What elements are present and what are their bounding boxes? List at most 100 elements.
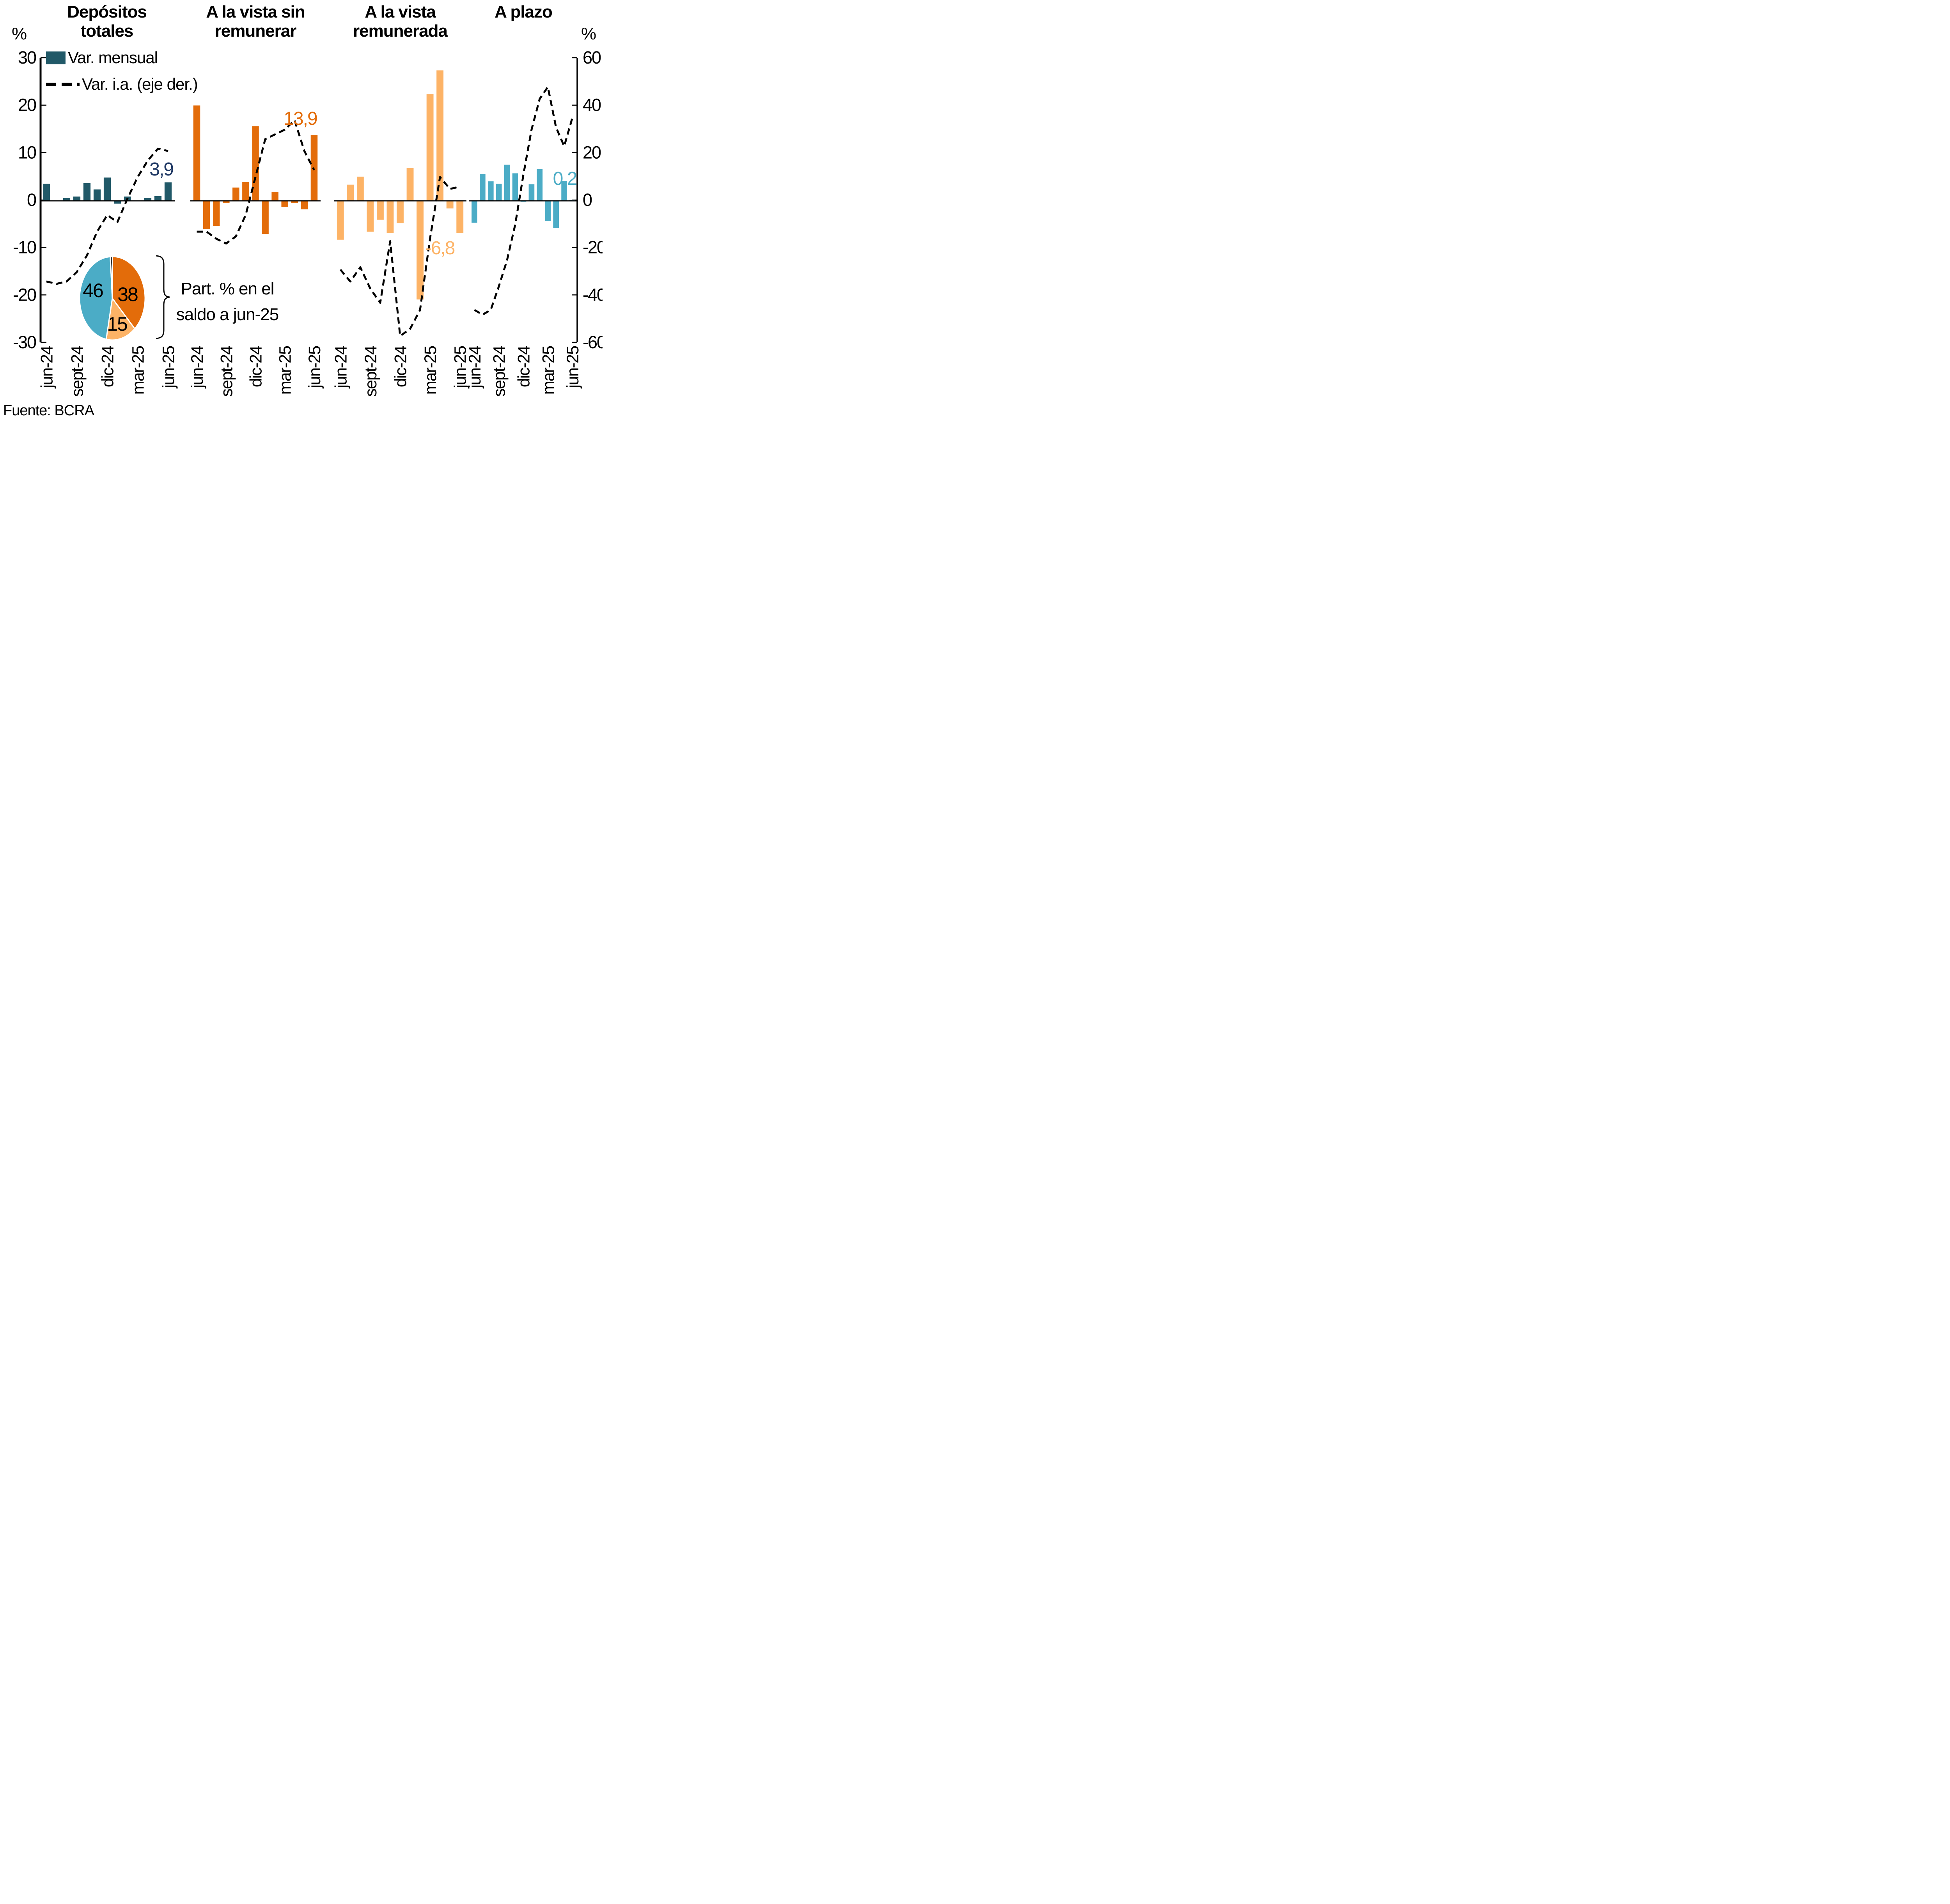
last-value-annotation: -6,8	[425, 238, 455, 259]
bar	[242, 182, 249, 201]
panel-3: jun-24 sept-24 dic-24 mar-25 jun-25 -6,8	[332, 70, 470, 397]
svg-text:dic-24: dic-24	[98, 346, 117, 387]
bar	[376, 201, 384, 220]
bar	[480, 174, 486, 201]
bar	[310, 135, 318, 201]
panel-title-depositos-totales: Depósitos totales	[67, 2, 147, 41]
bar	[164, 182, 172, 201]
legend-label-monthly: Var. mensual	[68, 48, 158, 67]
legend-row-monthly: Var. mensual	[46, 48, 198, 67]
svg-text:-20: -20	[583, 237, 603, 257]
svg-text:jun-24: jun-24	[332, 346, 350, 389]
legend-label-yoy: Var. i.a. (eje der.)	[82, 75, 198, 93]
svg-text:jun-25: jun-25	[564, 346, 582, 389]
svg-text:15: 15	[107, 313, 127, 335]
right-axis: 60 40 20 0 -20 -40 -60	[572, 48, 603, 352]
svg-text:40: 40	[583, 95, 601, 115]
svg-text:30: 30	[18, 48, 36, 67]
bar	[456, 201, 464, 233]
monthly-bars	[337, 70, 464, 300]
last-value-annotation: 3,9	[149, 159, 173, 180]
bar	[553, 201, 559, 228]
svg-text:mar-25: mar-25	[539, 346, 558, 395]
bar	[545, 201, 551, 221]
pie-slice	[79, 256, 113, 340]
svg-text:-10: -10	[13, 237, 36, 257]
svg-text:20: 20	[18, 95, 36, 115]
bar	[232, 187, 239, 201]
pie-slice	[105, 297, 136, 341]
bar	[154, 196, 162, 201]
bar	[417, 201, 424, 300]
last-value-annotation: 0,2	[553, 168, 577, 189]
panel-title-a-plazo: A plazo	[495, 2, 553, 21]
month-labels: jun-24 sept-24 dic-24 mar-25 jun-25	[37, 346, 178, 397]
month-labels: jun-24 sept-24 dic-24 mar-25 jun-25	[188, 346, 324, 397]
svg-text:38: 38	[117, 283, 138, 305]
chart-svg: 30 20 10 0 -10 -20 -30 60 40 20 0 -20 -40 -60 jun-24 se…	[13, 48, 603, 397]
svg-text:mar-25: mar-25	[421, 346, 440, 395]
panel-1: jun-24 sept-24 dic-24 mar-25 jun-25 3,9	[37, 147, 178, 397]
bar	[397, 201, 404, 223]
bar	[472, 201, 477, 223]
bar	[504, 165, 510, 201]
source-note: Fuente: BCRA	[3, 402, 94, 419]
bar	[561, 181, 567, 201]
bar	[203, 201, 210, 229]
svg-text:10: 10	[18, 142, 36, 162]
bar-series-swatch-icon	[46, 51, 66, 64]
svg-text:0: 0	[27, 190, 36, 210]
bar	[113, 201, 121, 204]
svg-text:jun-24: jun-24	[466, 346, 484, 389]
bar	[281, 201, 289, 207]
bar	[73, 197, 81, 201]
svg-text:0: 0	[583, 190, 592, 210]
yoy-dashed-line	[46, 147, 168, 285]
panel-title-vista-remunerada: A la vista remunerada	[353, 2, 448, 41]
pie-callout-text: Part. % en el saldo a jun-25	[176, 279, 279, 324]
svg-text:-30: -30	[13, 332, 36, 352]
svg-text:sept-24: sept-24	[68, 346, 87, 397]
monthly-bars	[43, 177, 172, 204]
bar	[213, 201, 220, 226]
monthly-bars	[193, 105, 318, 234]
pie-callout-brace	[156, 255, 170, 339]
svg-text:mar-25: mar-25	[129, 346, 147, 395]
panel-title-vista-sin-remunerar: A la vista sin remunerar	[206, 2, 305, 41]
deposits-chart: 30 20 10 0 -10 -20 -30 60 40 20 0 -20 -40 -60 jun-24 se…	[0, 0, 603, 425]
bar	[512, 173, 518, 201]
last-value-annotation: 13,9	[284, 108, 317, 129]
svg-text:-20: -20	[13, 285, 36, 305]
bar	[271, 191, 278, 201]
svg-text:jun-25: jun-25	[451, 346, 470, 389]
bar	[488, 181, 494, 201]
svg-text:sept-24: sept-24	[362, 346, 380, 397]
left-axis-unit: %	[12, 24, 27, 43]
bar	[367, 201, 374, 232]
bar	[356, 176, 364, 201]
svg-text:dic-24: dic-24	[514, 346, 533, 387]
svg-text:dic-24: dic-24	[391, 346, 410, 387]
bar	[496, 184, 502, 201]
legend: Var. mensual Var. i.a. (eje der.)	[46, 48, 198, 102]
month-labels: jun-24 sept-24 dic-24 mar-25 jun-25	[332, 346, 470, 397]
svg-text:jun-24: jun-24	[37, 346, 56, 389]
left-axis: 30 20 10 0 -10 -20 -30	[13, 48, 46, 352]
svg-text:46: 46	[83, 280, 103, 301]
yoy-dashed-line	[339, 176, 460, 337]
bar	[43, 184, 50, 201]
svg-text:mar-25: mar-25	[276, 346, 295, 395]
bar	[337, 201, 344, 240]
svg-text:60: 60	[583, 48, 601, 67]
svg-text:-60: -60	[583, 332, 603, 352]
bar	[63, 198, 71, 201]
right-axis-unit: %	[581, 24, 597, 43]
panel-4: jun-24 sept-24 dic-24 mar-25 jun-25 0,2	[466, 86, 582, 397]
svg-text:dic-24: dic-24	[246, 346, 265, 387]
bar	[193, 105, 200, 201]
bar	[301, 201, 308, 209]
legend-row-yoy: Var. i.a. (eje der.)	[46, 75, 198, 93]
dashed-line-swatch-icon	[46, 83, 80, 86]
bar	[83, 183, 91, 201]
